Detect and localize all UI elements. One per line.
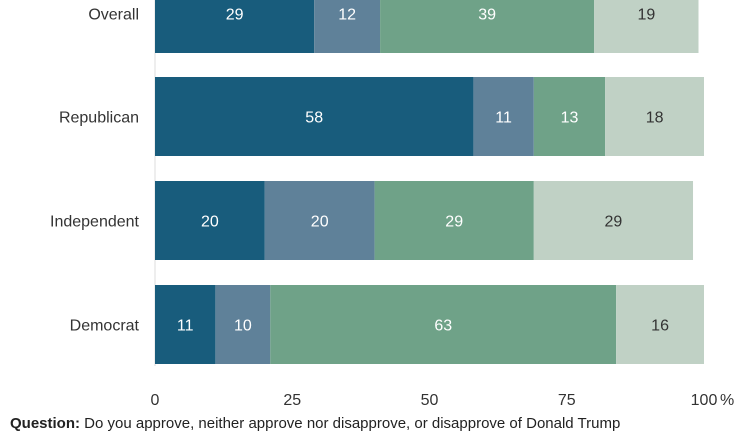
bar-value-label: 19 [637, 7, 655, 24]
question-footnote: Question: Do you approve, neither approv… [10, 415, 747, 432]
bar-segment [605, 77, 704, 156]
bar-value-label: 29 [445, 214, 463, 231]
bar-value-label: 29 [605, 214, 623, 231]
bar-segment [270, 285, 617, 364]
bar-segment [533, 181, 694, 260]
category-label: Independent [50, 214, 140, 231]
bar-segment [314, 0, 381, 53]
bar-segment [264, 181, 375, 260]
bar-value-label: 16 [651, 318, 669, 335]
bar-segment [380, 0, 595, 53]
bar-segment [374, 181, 534, 260]
bar-value-label: 11 [177, 318, 194, 335]
bar-value-label: 12 [338, 7, 356, 24]
bar-segment [594, 0, 699, 53]
question-label: Question: [10, 415, 80, 432]
bar-value-label: 20 [311, 214, 329, 231]
bar-value-label: 39 [478, 7, 496, 24]
question-text: Do you approve, neither approve nor disa… [84, 415, 621, 432]
x-tick-label: 50 [421, 392, 439, 409]
bar-value-label: 18 [646, 110, 664, 127]
bar-value-label: 58 [305, 110, 323, 127]
bar-value-label: 10 [234, 318, 252, 335]
bar-segment [155, 0, 315, 53]
bar-value-label: 63 [434, 318, 452, 335]
category-label: Overall [88, 7, 139, 24]
bar-value-label: 13 [561, 110, 579, 127]
bar-value-label: 11 [495, 110, 512, 127]
bar-segment [215, 285, 271, 364]
bar-value-label: 20 [201, 214, 219, 231]
x-tick-label: 0 [151, 392, 160, 409]
x-axis-unit: % [720, 392, 734, 409]
x-tick-label: 100 [691, 392, 718, 409]
bar-value-label: 29 [226, 7, 244, 24]
category-label: Republican [59, 110, 139, 127]
bar-segment [616, 285, 704, 364]
bar-segment [155, 181, 265, 260]
bar-segment [155, 285, 216, 364]
x-tick-label: 75 [558, 392, 576, 409]
x-tick-label: 25 [283, 392, 301, 409]
bar-segment [155, 77, 474, 156]
bar-segment [533, 77, 606, 156]
category-label: Democrat [70, 318, 140, 335]
bar-segment [473, 77, 534, 156]
